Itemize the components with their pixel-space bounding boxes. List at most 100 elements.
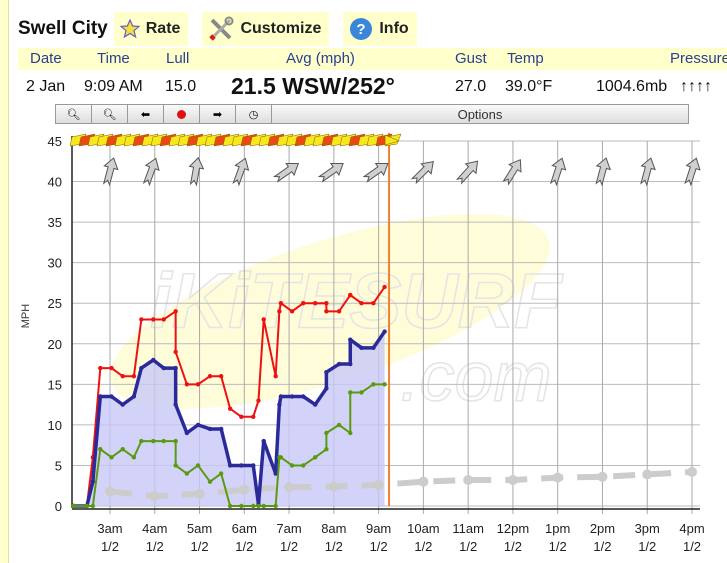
column-header-row: Date Time Lull Avg (mph) Gust Temp Press… [18,48,727,70]
avg-point [277,402,282,407]
wind-chart: iKiTESURF.com0510152025303540453am1/24am… [48,132,705,554]
x-tick-date: 1/2 [280,539,298,554]
avg-point [227,463,233,468]
wind-direction-arrow-icon [549,157,567,187]
y-tick-label: 20 [48,337,62,352]
avg-point [324,369,329,375]
avg-point [273,471,278,476]
avg-point [348,337,353,342]
x-tick-date: 1/2 [549,539,567,554]
record-icon [177,109,186,119]
value-lull: 15.0 [165,78,197,95]
gust-point [139,317,144,322]
gust-point [131,374,137,379]
avg-point [324,386,329,391]
lull-point [227,503,233,509]
wind-direction-arrow-icon [142,157,160,187]
gust-point [312,301,318,306]
options-button[interactable]: Options [272,105,688,123]
avg-point [301,394,306,399]
gust-point [227,406,233,411]
forecast-point [552,472,563,483]
x-tick-date: 1/2 [146,539,164,554]
gust-point [336,309,342,314]
lull-point [324,447,329,452]
gust-point [324,301,329,306]
col-lull: Lull [166,50,190,67]
y-tick-label: 10 [48,418,62,433]
avg-point [278,394,284,399]
forecast-point [328,481,339,492]
wind-streak-band [69,133,402,147]
gust-point [184,382,190,387]
lull-point [207,479,213,484]
gust-point [98,365,103,371]
forecast-point [642,469,653,480]
avg-point [195,422,201,428]
lull-point [151,438,156,444]
gust-series [71,284,387,509]
gust-point [273,374,278,379]
x-tick-label: 2pm [590,521,615,536]
x-tick-date: 1/2 [593,539,611,554]
gust-point [239,414,244,419]
lull-point [336,422,342,428]
gust-point [161,317,166,322]
gust-point [251,414,256,419]
avg-point [218,426,224,432]
y-tick-label: 5 [55,458,62,473]
avg-point [120,402,125,407]
lull-point [301,463,306,468]
value-temp: 39.0°F [505,78,553,95]
x-tick-label: 7am [276,521,301,536]
avg-point [139,365,144,371]
avg-point [348,361,353,367]
live-button[interactable] [164,105,200,123]
lull-point [278,455,284,460]
forecast-point [463,475,474,486]
lull-point [312,455,318,460]
value-pressure: 1004.6mb [596,78,668,95]
arrow-left-icon: ⬅ [140,108,151,121]
zoom-in-button[interactable]: 🔍︎ [56,105,92,123]
avg-point [131,394,137,399]
avg-point [359,345,364,351]
gust-point [173,349,178,355]
tab-rate[interactable]: Rate [113,12,189,46]
time-button[interactable]: ◷ [236,105,272,123]
x-tick-label: 3am [97,521,122,536]
wind-direction-arrow-icon [188,156,205,187]
wind-direction-arrow-icon [102,157,119,187]
value-date: 2 Jan [26,78,66,95]
avg-point [109,394,114,399]
back-button[interactable]: ⬅ [128,105,164,123]
x-tick-label: 1pm [545,521,570,536]
avg-point [239,463,244,468]
gust-point [195,382,201,387]
col-time: Time [97,50,130,67]
avg-point [151,357,156,363]
avg-point [261,438,266,444]
x-tick-date: 1/2 [504,539,522,554]
forward-button[interactable]: ➡ [200,105,236,123]
avg-point [382,329,387,334]
gust-point [324,309,329,314]
lull-point [251,503,256,509]
y-tick-label: 25 [48,296,62,311]
x-tick-label: 3pm [635,521,660,536]
x-tick-date: 1/2 [191,539,209,554]
lull-series [71,382,387,509]
tab-info[interactable]: ? Info [343,12,417,46]
avg-point [90,479,96,484]
options-label: Options [457,106,503,122]
avg-point [371,345,376,351]
col-gust: Gust [455,50,487,67]
tab-customize[interactable]: Customize [202,12,330,46]
forecast-point [239,484,250,495]
forecast-point [687,466,698,477]
wind-direction-arrow-icon [684,157,701,187]
tools-icon [209,16,234,41]
lull-point [120,447,125,452]
lull-point [261,503,266,509]
zoom-out-button[interactable]: 🔍︎ [92,105,128,123]
